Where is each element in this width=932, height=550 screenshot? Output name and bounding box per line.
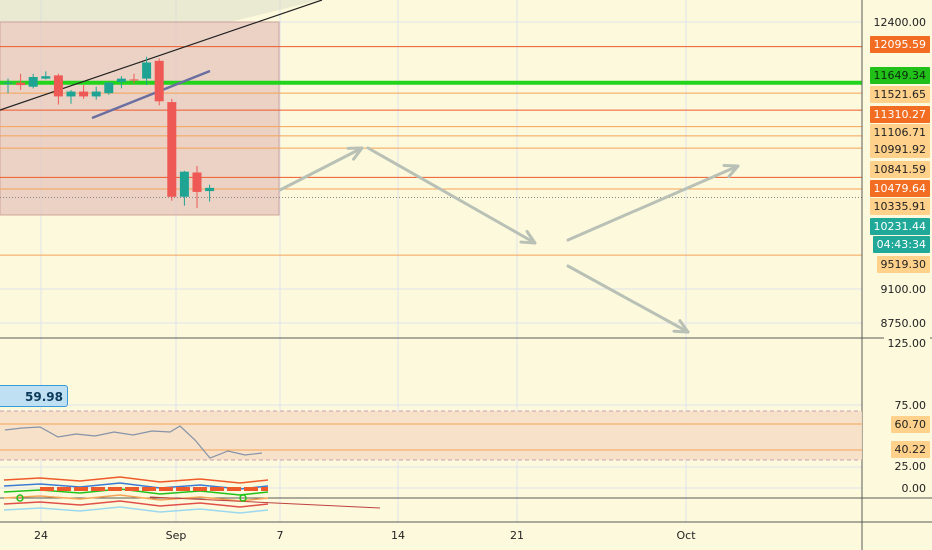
projection-arrow-up-head [722,163,740,179]
candle [116,76,126,89]
projection-arrow-down-head [672,319,690,334]
time-axis-label: 7 [276,529,284,542]
candle [66,89,76,104]
projection-arrow-down [566,264,690,334]
trendline-lower [91,69,211,120]
price-label: 11521.65 [869,86,930,103]
candle [154,58,164,106]
candle-body [192,172,202,192]
trendline-upper [0,0,323,111]
range-box [0,21,280,216]
candle-body [142,62,152,79]
time-axis-label: Sep [165,529,187,542]
candle-body [79,91,89,97]
time-axis-label: Oct [676,529,696,542]
candle-body [167,102,177,197]
candle-body [91,91,101,97]
price-scale-tick: 8750.00 [876,315,930,332]
price-label: 10479.64 [869,180,930,197]
projection-arrow-down-head [519,229,537,245]
candle [192,166,202,209]
indicator-scale-tick: 25.00 [890,458,930,475]
candle-body [16,82,26,86]
candle-body [179,171,189,197]
candle [91,86,101,100]
upper-zone [0,0,320,22]
oscillator-marker [16,494,24,502]
oscillator-scale-tick: 0.00 [897,480,930,497]
candle [3,78,13,94]
oscillator-line [3,476,269,484]
time-axis-label: 24 [34,529,48,542]
candle-body [3,82,13,84]
candle-body [154,60,164,102]
projection-arrow-down [366,146,537,245]
indicator-value-badge: 59.98 [0,385,68,407]
candle [129,73,139,84]
indicator-scale-tick: 125.00 [883,335,930,352]
candle-body [41,76,51,79]
candle [16,73,26,90]
candle [167,98,177,201]
indicator-label: 40.22 [890,441,930,458]
candle [142,56,152,86]
candle-body [129,79,139,81]
price-label: 10841.59 [869,161,930,178]
candle [41,71,51,80]
price-label: 04:43:34 [872,236,930,253]
rsi-band [0,411,862,460]
candle [205,184,215,202]
price-label: 12095.59 [869,36,930,53]
price-label: 10335.91 [869,198,930,215]
oscillator-line [3,506,269,514]
candle [79,85,89,99]
candle [179,170,189,206]
time-axis-label: 21 [510,529,524,542]
oscillator-line [3,500,269,508]
candle-body [53,75,63,97]
oscillator-marker [239,494,247,502]
price-scale-tick: 12400.00 [869,14,930,31]
price-label: 9519.30 [876,256,930,273]
candle-body [66,91,76,97]
oscillator-line [3,494,269,502]
candle-body [205,187,215,192]
price-label: 10991.92 [869,141,930,158]
price-label: 11106.71 [869,124,930,141]
projection-arrow-up [278,146,364,192]
price-scale-tick: 9100.00 [876,281,930,298]
oscillator-trend [149,496,381,509]
price-label: 11310.27 [869,106,930,123]
projection-arrow-up-head [346,146,364,161]
candle [104,81,114,95]
candle-body [104,82,114,94]
candle-body [28,77,38,87]
candle-body [116,78,126,82]
rsi-line [4,425,263,459]
time-axis-label: 14 [391,529,405,542]
candle [53,73,63,105]
indicator-scale-tick: 75.00 [890,397,930,414]
indicator-label: 60.70 [890,416,930,433]
candle [28,73,38,89]
price-label: 10231.44 [869,218,930,235]
projection-arrow-up [566,164,740,242]
price-label: 11649.34 [869,67,930,84]
